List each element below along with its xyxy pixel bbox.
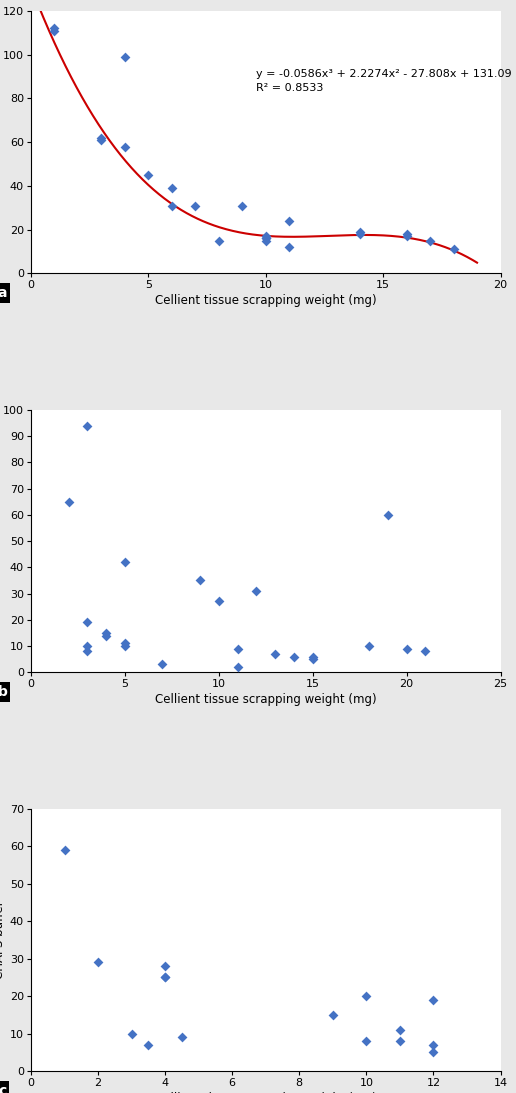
Text: a: a [0, 286, 7, 301]
Point [144, 166, 153, 184]
Point [396, 1033, 404, 1050]
Point [121, 48, 129, 66]
Point [191, 197, 199, 214]
Point [83, 613, 91, 631]
Point [161, 968, 169, 986]
Point [309, 648, 317, 666]
Point [429, 991, 438, 1009]
Point [127, 1025, 136, 1043]
Point [97, 131, 105, 149]
Point [161, 968, 169, 986]
Point [64, 493, 73, 510]
Point [161, 957, 169, 975]
Point [178, 1029, 186, 1046]
Point [102, 626, 110, 644]
Point [233, 658, 241, 675]
Point [168, 179, 176, 197]
Point [285, 212, 293, 230]
Point [233, 639, 241, 657]
Point [362, 987, 370, 1004]
Point [83, 643, 91, 660]
Point [384, 506, 392, 524]
Point [215, 232, 223, 249]
Text: y = -0.0586x³ + 2.2274x² - 27.808x + 131.09
R² = 0.8533: y = -0.0586x³ + 2.2274x² - 27.808x + 131… [256, 69, 512, 93]
Point [121, 637, 129, 655]
Point [94, 954, 102, 972]
X-axis label: Cellient tissue scrapping weight (mg): Cellient tissue scrapping weight (mg) [155, 693, 377, 706]
Point [168, 197, 176, 214]
Text: b: b [0, 685, 8, 698]
Point [60, 842, 69, 859]
Text: c: c [0, 1084, 7, 1093]
Point [97, 129, 105, 146]
Point [83, 416, 91, 434]
Point [402, 225, 411, 243]
Point [121, 553, 129, 571]
Point [402, 227, 411, 245]
Point [356, 223, 364, 240]
Point [356, 225, 364, 243]
Point [429, 1036, 438, 1054]
Point [144, 1036, 153, 1054]
Point [449, 240, 458, 258]
Point [121, 635, 129, 653]
Point [262, 230, 270, 247]
Point [309, 650, 317, 668]
Point [121, 138, 129, 155]
Point [238, 197, 247, 214]
Point [215, 592, 223, 610]
Point [83, 637, 91, 655]
Point [362, 1033, 370, 1050]
Point [421, 643, 429, 660]
Point [429, 1044, 438, 1061]
X-axis label: Cellient tissue scrapping weight (mg): Cellient tissue scrapping weight (mg) [155, 294, 377, 307]
Point [262, 230, 270, 247]
Point [102, 624, 110, 642]
Point [426, 232, 434, 249]
Point [290, 648, 298, 666]
Point [285, 238, 293, 256]
Point [365, 637, 373, 655]
Point [262, 227, 270, 245]
Point [252, 583, 261, 600]
Point [51, 22, 58, 39]
Point [51, 20, 58, 37]
Point [402, 639, 411, 657]
Point [396, 1021, 404, 1038]
Y-axis label: Protein yield (ugs) obtained using
CHAPS buffer: Protein yield (ugs) obtained using CHAPS… [0, 841, 6, 1039]
Point [196, 572, 204, 589]
Point [262, 232, 270, 249]
Point [329, 1007, 337, 1024]
Point [158, 656, 167, 673]
Point [271, 645, 279, 662]
